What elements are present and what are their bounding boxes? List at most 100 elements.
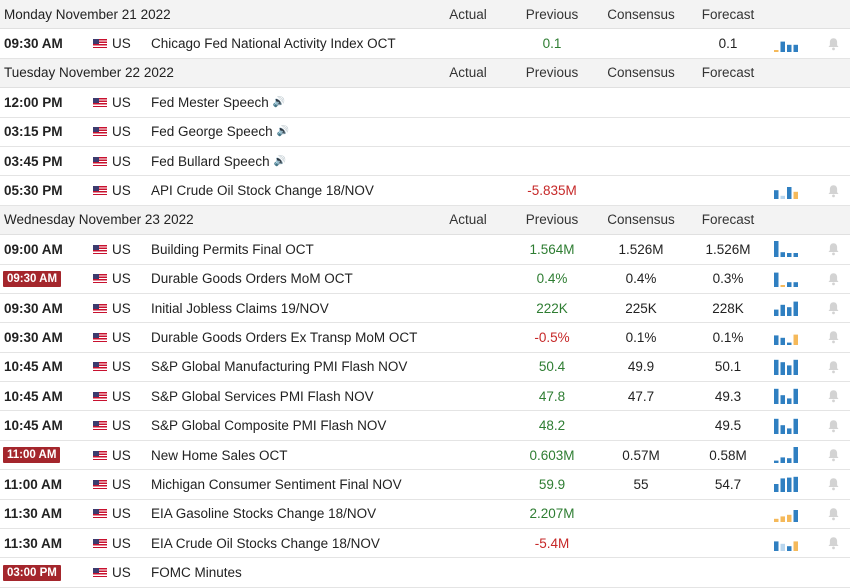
mini-chart-bar — [780, 362, 785, 375]
event-row[interactable]: 12:00 PM US Fed Mester Speech 🔊 — [0, 88, 850, 118]
alert-bell-icon[interactable] — [825, 470, 841, 498]
event-forecast: 0.3% — [712, 271, 744, 287]
column-header-actual: Actual — [449, 65, 487, 81]
event-consensus: 0.1% — [625, 329, 657, 345]
mini-bar-chart — [774, 359, 798, 375]
event-consensus: 1.526M — [618, 241, 664, 257]
mini-chart-bar — [780, 457, 785, 464]
mini-chart-bar — [787, 281, 792, 287]
event-country: US — [112, 329, 131, 345]
alert-bell-icon[interactable] — [825, 323, 841, 351]
us-flag-icon — [93, 303, 107, 313]
event-row[interactable]: 09:30 AM US Initial Jobless Claims 19/NOV 2… — [0, 294, 850, 324]
event-previous: 1.564M — [529, 241, 575, 257]
mini-chart-bar — [774, 389, 779, 405]
alert-bell-icon[interactable] — [825, 353, 841, 381]
event-name[interactable]: EIA Gasoline Stocks Change 18/NOV — [151, 500, 376, 528]
alert-bell-icon[interactable] — [825, 500, 841, 528]
event-row[interactable]: 03:45 PM US Fed Bullard Speech 🔊 — [0, 147, 850, 177]
event-time-badge: 09:30 AM — [3, 270, 62, 287]
event-row[interactable]: 09:00 AM US Building Permits Final OCT 1.56… — [0, 235, 850, 265]
event-name[interactable]: API Crude Oil Stock Change 18/NOV — [151, 176, 374, 204]
alert-bell-icon[interactable] — [825, 529, 841, 557]
event-country: US — [112, 153, 131, 169]
event-consensus — [599, 29, 683, 57]
mini-chart-bar — [793, 418, 798, 434]
event-row[interactable]: 09:30 AM US Durable Goods Orders MoM OCT 0.… — [0, 265, 850, 294]
mini-bar-chart — [774, 186, 798, 199]
event-previous: -0.5% — [534, 329, 570, 345]
event-name[interactable]: S&P Global Composite PMI Flash NOV — [151, 411, 386, 439]
alert-bell-icon[interactable] — [825, 411, 841, 439]
mini-chart-bar — [787, 514, 792, 522]
flag-cell — [93, 411, 107, 439]
event-actual — [426, 470, 510, 498]
event-row[interactable]: 09:30 AM US Chicago Fed National Activity … — [0, 29, 850, 59]
event-previous — [510, 118, 594, 146]
event-name[interactable]: Chicago Fed National Activity Index OCT — [151, 29, 396, 57]
event-time-badge: 03:00 PM — [3, 564, 61, 581]
day-header: Monday November 21 2022 Actual Previous Con… — [0, 0, 850, 30]
event-previous: 0.1 — [542, 36, 562, 52]
event-consensus — [599, 118, 683, 146]
alert-bell-icon[interactable] — [825, 265, 841, 293]
event-row[interactable]: 09:30 AM US Durable Goods Orders Ex Transp… — [0, 323, 850, 353]
event-row[interactable]: 11:00 AM US Michigan Consumer Sentiment Fi… — [0, 470, 850, 500]
event-row[interactable]: 03:15 PM US Fed George Speech 🔊 — [0, 118, 850, 147]
alert-bell-icon[interactable] — [825, 382, 841, 410]
event-name-text: Fed George Speech — [151, 124, 273, 140]
alert-bell-icon[interactable] — [825, 176, 841, 204]
mini-chart-bar — [793, 477, 798, 493]
event-name[interactable]: FOMC Minutes — [151, 558, 242, 586]
mini-chart-bar — [774, 309, 779, 317]
event-row[interactable]: 10:45 AM US S&P Global Manufacturing PMI F… — [0, 353, 850, 383]
mini-chart — [773, 323, 803, 351]
event-row[interactable]: 10:45 AM US S&P Global Services PMI Flash … — [0, 382, 850, 412]
mini-chart — [773, 470, 803, 498]
event-name-text: New Home Sales OCT — [151, 447, 288, 463]
event-name[interactable]: New Home Sales OCT — [151, 441, 288, 469]
event-name[interactable]: Michigan Consumer Sentiment Final NOV — [151, 470, 402, 498]
event-name[interactable]: Initial Jobless Claims 19/NOV — [151, 294, 329, 322]
event-actual — [426, 353, 510, 381]
alert-bell-icon[interactable] — [825, 235, 841, 263]
alert-bell-icon[interactable] — [825, 441, 841, 469]
event-previous: 47.8 — [538, 388, 566, 404]
us-flag-icon — [93, 127, 107, 137]
event-row[interactable]: 11:00 AM US New Home Sales OCT 0.603M 0.57M 0… — [0, 441, 850, 471]
event-row[interactable]: 10:45 AM US S&P Global Composite PMI Flash… — [0, 411, 850, 441]
event-country: US — [112, 124, 131, 140]
alert-bell-icon[interactable] — [825, 294, 841, 322]
event-row[interactable]: 11:30 AM US EIA Gasoline Stocks Change 18/… — [0, 500, 850, 530]
mini-chart-bar — [793, 335, 798, 346]
event-name[interactable]: Durable Goods Orders Ex Transp MoM OCT — [151, 323, 417, 351]
mini-chart-bar — [780, 252, 785, 258]
event-name[interactable]: S&P Global Services PMI Flash NOV — [151, 382, 374, 410]
flag-cell — [93, 529, 107, 557]
event-name[interactable]: Building Permits Final OCT — [151, 235, 314, 263]
event-name[interactable]: EIA Crude Oil Stocks Change 18/NOV — [151, 529, 380, 557]
mini-chart-bar — [787, 343, 792, 346]
event-name[interactable]: Durable Goods Orders MoM OCT — [151, 265, 353, 293]
event-name[interactable]: Fed Bullard Speech 🔊 — [151, 147, 286, 175]
mini-chart-bar — [793, 253, 798, 258]
event-row[interactable]: 05:30 PM US API Crude Oil Stock Change 18/… — [0, 176, 850, 206]
event-row[interactable]: 03:00 PM US FOMC Minutes — [0, 558, 850, 588]
mini-bar-chart — [774, 418, 798, 434]
alert-bell-icon[interactable] — [825, 29, 841, 57]
event-name-text: S&P Global Composite PMI Flash NOV — [151, 418, 387, 434]
us-flag-icon — [93, 479, 107, 489]
event-actual — [426, 294, 510, 322]
mini-chart-bar — [787, 307, 792, 317]
column-header-forecast: Forecast — [701, 65, 755, 81]
event-name[interactable]: S&P Global Manufacturing PMI Flash NOV — [151, 353, 407, 381]
us-flag-icon — [93, 568, 107, 578]
event-previous: 0.4% — [536, 271, 568, 287]
mini-chart-bar — [787, 365, 792, 375]
event-name[interactable]: Fed George Speech 🔊 — [151, 118, 289, 146]
event-name[interactable]: Fed Mester Speech 🔊 — [151, 88, 285, 116]
flag-cell — [93, 88, 107, 116]
event-row[interactable]: 11:30 AM US EIA Crude Oil Stocks Change 18… — [0, 529, 850, 559]
event-forecast — [686, 88, 770, 116]
us-flag-icon — [93, 39, 107, 49]
